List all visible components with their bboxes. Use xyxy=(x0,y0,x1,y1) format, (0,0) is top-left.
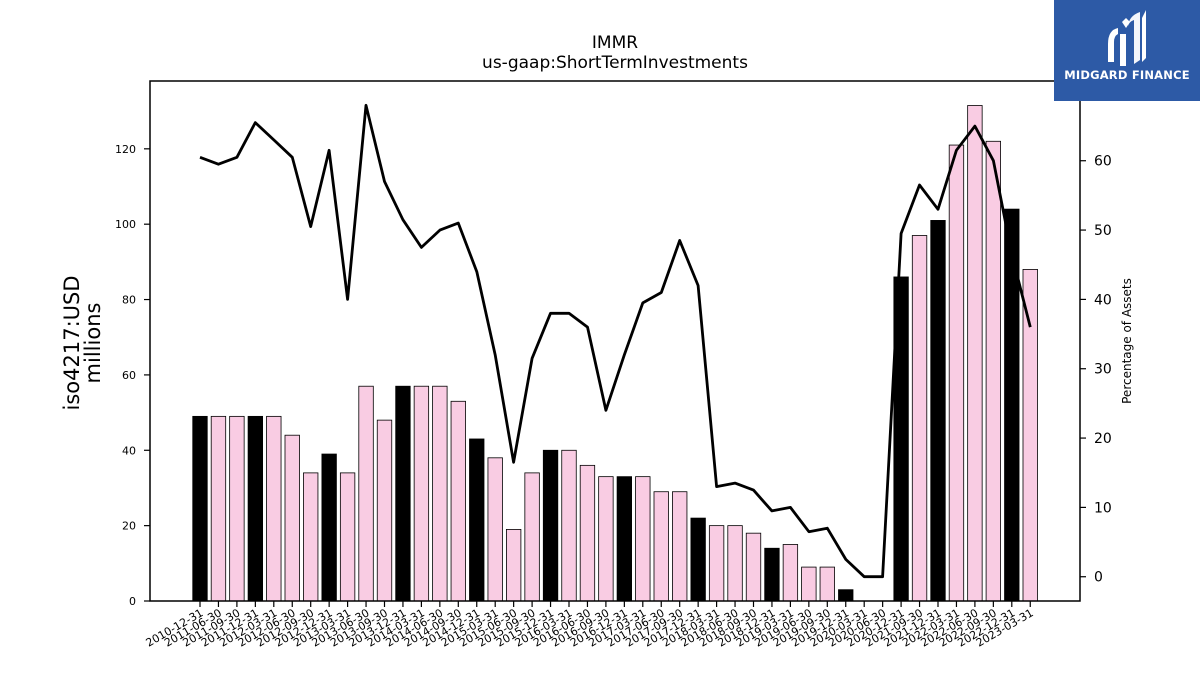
y2-tick-label: 30 xyxy=(1094,362,1112,378)
y-tick-label: 60 xyxy=(122,369,136,382)
midgard-logo-icon xyxy=(1108,10,1146,66)
plot-frame xyxy=(149,80,1081,602)
bar-2017-09-30 xyxy=(672,491,688,602)
bar-2018-06-30 xyxy=(727,525,743,602)
y2-tick-label: 20 xyxy=(1094,431,1112,447)
bar-2012-06-30 xyxy=(284,434,300,602)
bar-2010-12-31 xyxy=(192,415,208,602)
bar-2014-12-31 xyxy=(469,438,485,602)
y-tick-label: 100 xyxy=(115,218,136,231)
y2-tick-label: 10 xyxy=(1094,500,1112,516)
y-axis-left: 0 20 40 60 80 100 120 xyxy=(115,143,150,608)
bar-2012-09-30 xyxy=(303,472,319,602)
bar-2012-12-31 xyxy=(321,453,337,602)
chart-title: IMMR xyxy=(592,33,638,53)
bar-2021-12-31 xyxy=(930,220,946,602)
y2-tick-label: 0 xyxy=(1094,570,1103,586)
brand-logo: MIDGARD FINANCE xyxy=(1054,0,1200,101)
bar-2022-06-30 xyxy=(967,105,983,602)
bar-2014-09-30 xyxy=(450,400,466,602)
y2-tick-label: 50 xyxy=(1094,223,1112,239)
bar-2018-03-31 xyxy=(708,525,725,602)
y2-tick-label: 60 xyxy=(1094,154,1112,170)
bar-2013-06-30 xyxy=(358,385,374,602)
bar-2018-12-31 xyxy=(764,547,780,602)
bar-2014-03-31 xyxy=(413,385,430,602)
y-axis-label-line2: millions xyxy=(81,303,105,384)
bar-2018-09-30 xyxy=(745,532,762,602)
y2-axis-label: Percentage of Assets xyxy=(1120,278,1134,404)
y-tick-label: 0 xyxy=(129,595,136,608)
bar-2016-09-30 xyxy=(598,476,614,602)
y-tick-label: 80 xyxy=(122,294,136,307)
bar-2016-03-31 xyxy=(561,449,577,602)
line-group xyxy=(199,103,1032,579)
bar-2022-12-31 xyxy=(1004,208,1020,602)
bar-2019-06-30 xyxy=(801,566,817,602)
bar-2017-12-31 xyxy=(690,517,706,602)
bar-2019-09-30 xyxy=(819,566,835,602)
y-axis-label-line1: iso4217:USD xyxy=(60,275,84,410)
bar-2015-03-31 xyxy=(487,457,503,602)
bar-2019-12-31 xyxy=(838,589,854,602)
x-axis: 2010-12-312011-06-302011-09-302011-12-31… xyxy=(144,601,1036,650)
bar-2023-03-31 xyxy=(1022,269,1038,602)
bar-2013-03-31 xyxy=(339,472,356,602)
y2-tick-label: 40 xyxy=(1094,292,1112,308)
bar-2012-03-31 xyxy=(266,415,282,602)
bar-2021-09-30 xyxy=(911,235,928,602)
bar-2011-06-30 xyxy=(210,415,227,602)
bar-2017-03-31 xyxy=(635,476,651,602)
bar-2013-09-30 xyxy=(376,419,393,602)
bar-2016-12-31 xyxy=(616,476,632,602)
bar-2017-06-30 xyxy=(653,491,669,602)
bar-group xyxy=(192,105,1038,602)
y-tick-label: 120 xyxy=(115,143,136,156)
y-tick-label: 20 xyxy=(122,520,136,533)
bar-2019-03-31 xyxy=(782,544,799,602)
y-axis-right: 0 10 20 30 40 50 60 xyxy=(1080,154,1112,586)
bar-2022-03-31 xyxy=(948,144,965,602)
bar-2015-06-30 xyxy=(505,529,522,602)
logo-text: MIDGARD FINANCE xyxy=(1064,68,1190,82)
bar-2013-12-31 xyxy=(395,385,411,602)
bar-2015-09-30 xyxy=(524,472,540,602)
percentage-line xyxy=(199,103,1032,579)
chart-subtitle: us-gaap:ShortTermInvestments xyxy=(482,53,748,73)
bar-2016-06-30 xyxy=(579,464,596,602)
y-tick-label: 40 xyxy=(122,444,136,457)
bar-2022-09-30 xyxy=(985,140,1001,602)
bar-2011-12-31 xyxy=(247,415,264,602)
bar-2014-06-30 xyxy=(432,385,448,602)
bar-2011-09-30 xyxy=(229,415,245,602)
bar-2015-12-31 xyxy=(542,449,559,602)
